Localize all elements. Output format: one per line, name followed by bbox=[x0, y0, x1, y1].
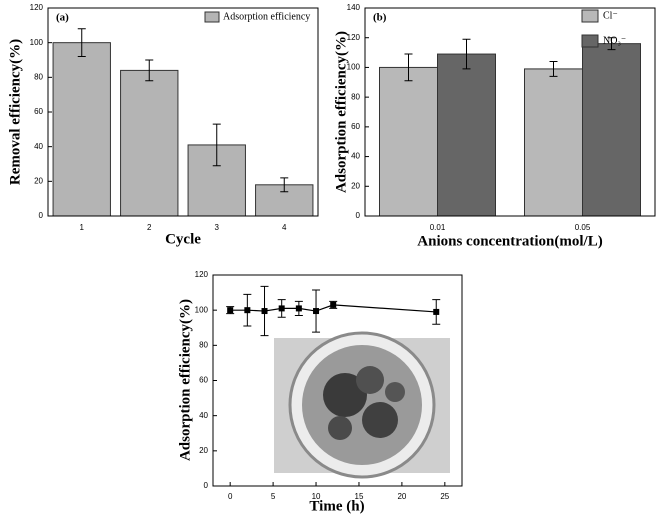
marker bbox=[278, 305, 285, 312]
plot-frame bbox=[47, 7, 319, 217]
y-tick-label: 60 bbox=[34, 107, 43, 116]
y-tick-label: 40 bbox=[199, 411, 208, 420]
y-axis-label: Adsorption efficiency(%) bbox=[333, 31, 349, 193]
y-tick-label: 120 bbox=[30, 3, 44, 12]
plot-frame bbox=[212, 274, 463, 487]
y-tick-label: 20 bbox=[199, 446, 208, 455]
x-tick-label: 0.05 bbox=[575, 223, 591, 232]
error-bar bbox=[145, 59, 154, 82]
plot-frame bbox=[364, 7, 656, 217]
marker bbox=[244, 307, 251, 314]
error-bar bbox=[77, 28, 86, 58]
bar bbox=[120, 69, 179, 217]
y-tick-label: 20 bbox=[34, 176, 43, 185]
x-axis-label: Anions concentration(mol/L) bbox=[417, 233, 602, 249]
x-tick-label: 1 bbox=[80, 223, 85, 232]
error-bar bbox=[549, 60, 558, 77]
legend-label: Adsorption efficiency bbox=[223, 11, 310, 22]
x-tick-label: 15 bbox=[355, 492, 364, 501]
y-tick-label: 140 bbox=[347, 3, 361, 12]
legend-swatch bbox=[581, 9, 599, 23]
bar bbox=[52, 42, 111, 217]
y-tick-label: 100 bbox=[347, 63, 361, 72]
marker bbox=[313, 308, 320, 315]
panel-label: (a) bbox=[56, 12, 69, 24]
y-tick-label: 40 bbox=[351, 152, 360, 161]
y-tick-label: 80 bbox=[351, 92, 360, 101]
error-bar bbox=[280, 177, 289, 193]
bar bbox=[437, 53, 496, 217]
bar bbox=[524, 68, 583, 217]
x-tick-label: 25 bbox=[440, 492, 449, 501]
legend-label: Cl⁻ bbox=[603, 10, 618, 21]
y-tick-label: 120 bbox=[195, 270, 209, 279]
y-tick-label: 0 bbox=[39, 211, 44, 220]
legend-swatch bbox=[581, 34, 599, 48]
marker bbox=[330, 301, 337, 308]
legend-swatch bbox=[204, 11, 220, 23]
y-tick-label: 20 bbox=[351, 181, 360, 190]
y-tick-label: 100 bbox=[195, 305, 209, 314]
x-tick-label: 3 bbox=[215, 223, 220, 232]
error-bar bbox=[462, 38, 471, 70]
y-tick-label: 60 bbox=[351, 122, 360, 131]
x-tick-label: 4 bbox=[282, 223, 287, 232]
y-tick-label: 100 bbox=[30, 38, 44, 47]
x-tick-label: 5 bbox=[271, 492, 276, 501]
y-tick-label: 0 bbox=[356, 211, 361, 220]
x-tick-label: 20 bbox=[397, 492, 406, 501]
marker bbox=[227, 307, 234, 314]
y-tick-label: 40 bbox=[34, 142, 43, 151]
x-axis-label: Time (h) bbox=[309, 498, 364, 514]
x-tick-label: 0 bbox=[228, 492, 233, 501]
panel-label: (b) bbox=[373, 12, 387, 24]
error-bar bbox=[404, 53, 413, 82]
y-axis-label: Removal efficiency(%) bbox=[7, 39, 23, 185]
error-bar bbox=[607, 37, 616, 51]
x-tick-label: 2 bbox=[147, 223, 152, 232]
x-tick-label: 0.01 bbox=[430, 223, 446, 232]
bar bbox=[582, 43, 641, 217]
inset-photo bbox=[274, 331, 450, 479]
x-axis-label: Cycle bbox=[165, 231, 201, 247]
error-bar bbox=[212, 123, 221, 167]
legend-label: NO₃⁻ bbox=[603, 35, 626, 46]
y-tick-label: 80 bbox=[199, 340, 208, 349]
y-axis-label: Adsorption efficiency(%) bbox=[177, 299, 193, 461]
marker bbox=[295, 305, 302, 312]
y-tick-label: 0 bbox=[204, 481, 209, 490]
y-tick-label: 80 bbox=[34, 72, 43, 81]
marker bbox=[261, 308, 268, 315]
bar bbox=[379, 66, 438, 217]
x-tick-label: 10 bbox=[312, 492, 321, 501]
marker bbox=[433, 308, 440, 315]
y-tick-label: 120 bbox=[347, 33, 361, 42]
y-tick-label: 60 bbox=[199, 376, 208, 385]
